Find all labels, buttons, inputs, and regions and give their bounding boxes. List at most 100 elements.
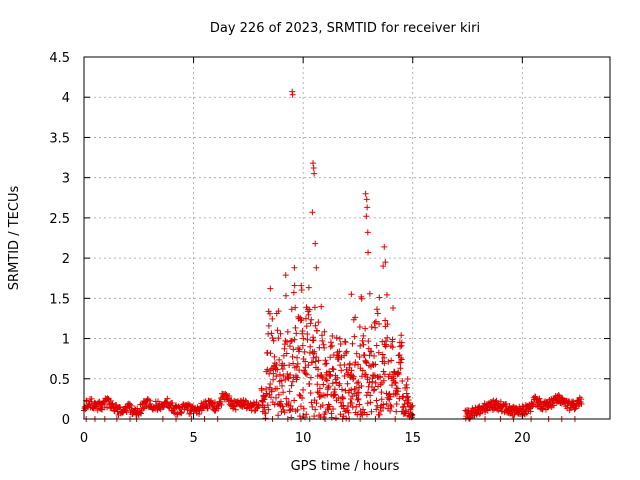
data-point [378,396,385,403]
data-point [305,284,312,291]
data-point [278,377,285,384]
data-point [282,272,289,279]
data-point [384,321,391,328]
data-point [288,382,295,389]
data-point [387,407,394,414]
data-point [304,331,311,338]
data-point [226,392,233,399]
data-point [348,291,355,298]
data-point [330,366,337,373]
data-point [329,342,336,349]
data-point [355,389,362,396]
data-point [312,358,319,365]
data-point [277,330,284,337]
data-point [292,304,299,311]
data-point [160,403,167,410]
data-point [336,380,343,387]
data-point [338,367,345,374]
x-tick-label: 5 [189,431,197,446]
data-point [289,353,296,360]
data-point [380,377,387,384]
data-point [298,282,305,289]
data-point [321,328,328,335]
data-point [196,410,203,417]
data-point [550,402,557,409]
data-point [263,390,270,397]
data-point [261,404,268,411]
x-tick-label: 10 [295,431,312,446]
data-point [377,407,384,414]
data-point [291,264,298,271]
data-point [310,165,317,172]
data-point [123,407,130,414]
data-point [319,337,326,344]
data-point [343,415,350,422]
data-point [305,362,312,369]
data-point [326,373,333,380]
data-point [527,408,534,415]
data-point [303,323,310,330]
data-point [363,411,370,418]
data-point [307,389,314,396]
data-point [283,395,290,402]
data-point [198,407,205,414]
data-point [353,392,360,399]
data-point [484,407,491,414]
data-point [363,196,370,203]
data-point [315,319,322,326]
y-axis-title: SRMTID / TECUs [7,186,22,291]
data-point [389,344,396,351]
data-point [342,339,349,346]
data-point [262,410,269,417]
data-point [400,403,407,410]
data-point [315,357,322,364]
data-point [366,290,373,297]
data-point [364,400,371,407]
data-point [293,363,300,370]
data-point [128,402,135,409]
data-point [372,379,379,386]
data-point [300,335,307,342]
y-tick-label: 2.5 [49,212,70,227]
data-point [362,190,369,197]
x-axis-title: GPS time / hours [291,459,400,474]
data-point [215,405,222,412]
data-point [351,333,358,340]
data-point [382,317,389,324]
data-point [497,398,504,405]
data-point [310,160,317,167]
data-point [393,408,400,415]
data-point [349,340,356,347]
data-point [336,348,343,355]
data-point [340,402,347,409]
data-point [312,322,319,329]
x-tick-label: 0 [80,431,88,446]
data-point [284,328,291,335]
data-point [327,371,334,378]
data-point [365,249,372,256]
data-point [291,336,298,343]
data-point [321,344,328,351]
data-point [288,306,295,313]
data-point [228,397,235,404]
data-point [503,400,510,407]
data-point [384,334,391,341]
data-point [88,398,95,405]
data-point [404,400,411,407]
data-point [380,263,387,270]
data-point [371,320,378,327]
data-point [312,406,319,413]
data-point [331,386,338,393]
data-point [307,343,314,350]
chart-title: Day 226 of 2023, SRMTID for receiver kir… [210,21,480,36]
data-point [370,387,377,394]
data-point [304,371,311,378]
data-point [376,294,383,301]
data-point [356,353,363,360]
data-point [309,209,316,216]
data-point [359,367,366,374]
data-point [396,395,403,402]
data-point [346,360,353,367]
data-point [296,346,303,353]
data-point [358,295,365,302]
